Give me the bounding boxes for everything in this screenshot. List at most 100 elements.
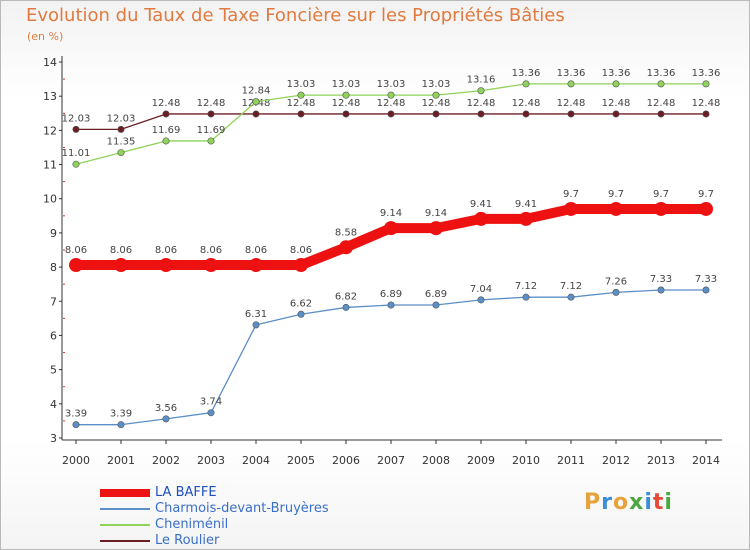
data-point-la-baffe [474,211,488,226]
data-label-chenimenil: 12.84 [242,86,271,97]
legend-swatch-la-baffe [100,489,150,497]
data-point-chenimenil [522,80,530,88]
data-point-charmois-devant-bruyeres [162,415,170,423]
data-point-chenimenil [432,91,440,99]
data-label-charmois-devant-bruyeres: 6.89 [425,289,447,300]
data-point-charmois-devant-bruyeres [387,301,395,309]
data-point-charmois-devant-bruyeres [477,296,485,304]
data-label-charmois-devant-bruyeres: 3.56 [155,403,177,414]
data-label-chenimenil: 13.36 [692,68,721,79]
legend-label-chenimenil: Cheniménil [155,517,229,532]
data-point-chenimenil [612,80,620,88]
x-tick-label: 2011 [557,454,585,467]
data-point-le-roulier [477,110,485,118]
x-tick-label: 2007 [377,454,405,467]
data-point-chenimenil [387,91,395,99]
data-point-la-baffe [204,258,218,273]
y-tick-label: 10 [43,193,57,206]
data-label-le-roulier: 12.48 [197,98,226,109]
data-label-chenimenil: 11.69 [152,125,181,136]
data-label-la-baffe: 9.41 [515,199,537,210]
data-point-chenimenil [297,91,305,99]
data-point-charmois-devant-bruyeres [522,293,530,301]
data-point-charmois-devant-bruyeres [657,286,665,294]
data-point-chenimenil [702,80,710,88]
data-point-la-baffe [429,221,443,236]
legend-swatch-chenimenil [100,524,150,526]
logo-letter: x [629,490,645,515]
data-point-chenimenil [657,80,665,88]
data-point-charmois-devant-bruyeres [432,301,440,309]
logo-letter: r [601,490,613,515]
data-label-le-roulier: 12.48 [152,98,181,109]
data-point-le-roulier [612,110,620,118]
x-tick-label: 2005 [287,454,315,467]
data-label-le-roulier: 12.48 [422,98,451,109]
data-label-la-baffe: 8.06 [110,245,132,256]
legend-label-le-roulier: Le Roulier [155,533,220,548]
data-point-le-roulier [342,110,350,118]
data-label-charmois-devant-bruyeres: 3.74 [200,397,222,408]
data-label-le-roulier: 12.48 [467,98,496,109]
data-point-chenimenil [477,87,485,95]
data-point-charmois-devant-bruyeres [297,310,305,318]
chart-title: Evolution du Taux de Taxe Foncière sur l… [26,5,565,26]
logo-letter: i [664,490,673,515]
data-point-charmois-devant-bruyeres [207,409,215,417]
x-tick-label: 2001 [107,454,135,467]
data-point-charmois-devant-bruyeres [567,293,575,301]
logo-letter: P [584,490,602,515]
data-label-chenimenil: 13.36 [647,68,676,79]
x-tick-label: 2014 [692,454,720,467]
data-point-le-roulier [567,110,575,118]
data-label-le-roulier: 12.48 [377,98,406,109]
data-label-chenimenil: 13.36 [512,68,541,79]
legend-swatch-le-roulier [100,540,150,542]
data-label-charmois-devant-bruyeres: 7.04 [470,284,492,295]
data-point-la-baffe [249,258,263,273]
x-tick-label: 2006 [332,454,360,467]
y-tick-label: 3 [50,432,57,445]
data-label-la-baffe: 8.06 [200,245,222,256]
data-label-le-roulier: 12.48 [602,98,631,109]
data-label-la-baffe: 9.7 [653,189,669,200]
data-label-la-baffe: 9.14 [380,208,402,219]
x-tick-label: 2010 [512,454,540,467]
data-point-charmois-devant-bruyeres [252,321,260,329]
data-label-la-baffe: 8.06 [245,245,267,256]
data-label-chenimenil: 13.03 [287,79,316,90]
x-tick-label: 2013 [647,454,675,467]
logo-letter: t [652,490,665,515]
data-point-le-roulier [702,110,710,118]
y-tick-label: 4 [50,398,57,411]
y-tick-label: 5 [50,364,57,377]
data-point-le-roulier [72,125,80,133]
data-point-la-baffe [699,201,713,216]
data-label-le-roulier: 12.48 [647,98,676,109]
data-label-la-baffe: 9.7 [608,189,624,200]
data-label-chenimenil: 11.01 [62,148,91,159]
data-point-la-baffe [114,258,128,273]
x-tick-label: 2002 [152,454,180,467]
data-label-le-roulier: 12.48 [692,98,721,109]
data-point-le-roulier [387,110,395,118]
data-label-chenimenil: 11.69 [197,125,226,136]
data-point-le-roulier [297,110,305,118]
x-tick-label: 2008 [422,454,450,467]
data-point-la-baffe [159,258,173,273]
data-point-la-baffe [519,211,533,226]
data-point-chenimenil [342,91,350,99]
data-label-la-baffe: 8.06 [155,245,177,256]
y-tick-label: 11 [43,159,57,172]
legend-swatch-charmois [100,508,150,510]
data-label-le-roulier: 12.48 [557,98,586,109]
data-point-la-baffe [339,240,353,255]
data-point-la-baffe [69,258,83,273]
data-point-le-roulier [162,110,170,118]
data-label-chenimenil: 13.03 [377,79,406,90]
data-point-la-baffe [294,258,308,273]
data-label-charmois-devant-bruyeres: 7.33 [695,274,717,285]
data-point-chenimenil [207,137,215,145]
data-label-charmois-devant-bruyeres: 7.12 [560,281,582,292]
